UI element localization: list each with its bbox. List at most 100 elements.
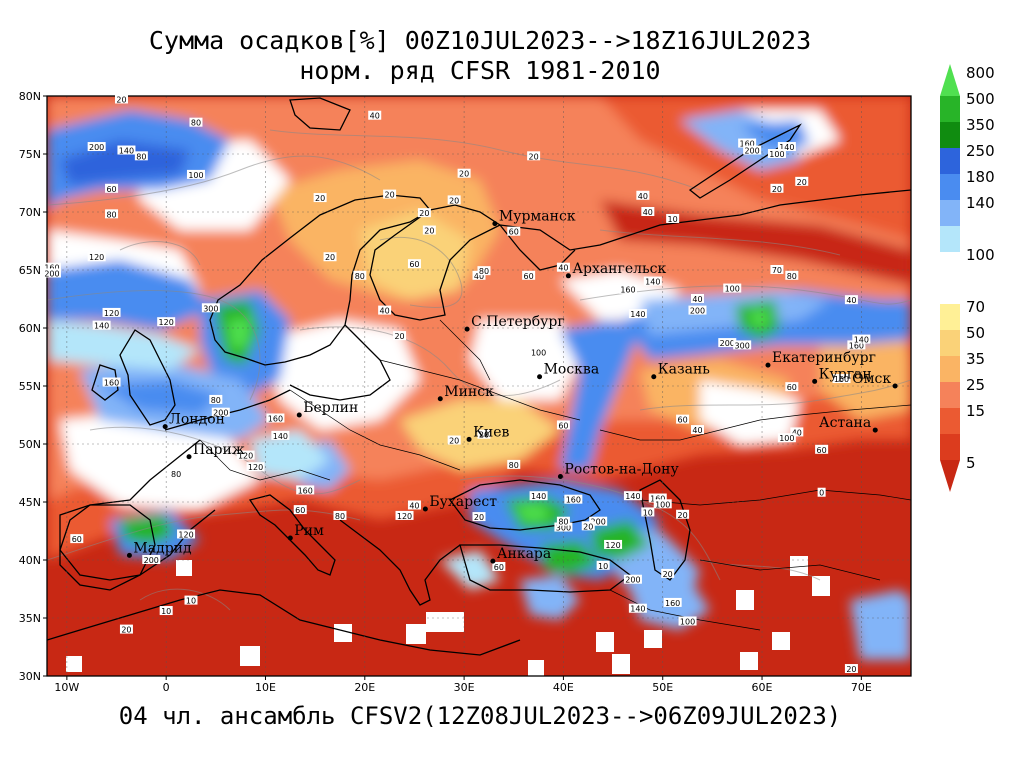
contour-label-bg bbox=[795, 176, 809, 186]
contour-label: 80 bbox=[136, 152, 146, 161]
contour-label-bg bbox=[623, 491, 642, 501]
colorbar-swatch bbox=[940, 200, 960, 226]
contour-label: 80 bbox=[787, 272, 797, 281]
contour-label: 100 bbox=[531, 348, 546, 357]
contour-label-bg bbox=[102, 307, 121, 317]
city-label: Астана bbox=[819, 415, 871, 431]
contour-label: 140 bbox=[779, 143, 794, 152]
lon-tick-label: 40E bbox=[553, 681, 574, 694]
colorbar-label: 800 bbox=[966, 64, 995, 82]
contour-label-bg bbox=[236, 450, 255, 460]
contour-label-bg bbox=[663, 597, 682, 607]
contour-label: 20 bbox=[677, 511, 687, 520]
contour-label-bg bbox=[666, 213, 680, 223]
contour-label: 160 bbox=[849, 341, 864, 350]
lon-tick-label: 60E bbox=[752, 681, 773, 694]
colorbar-swatch bbox=[940, 174, 960, 200]
contour-label: 100 bbox=[769, 150, 784, 159]
contour-label-bg bbox=[186, 169, 205, 179]
contour-label: 80 bbox=[106, 210, 116, 219]
colorbar-swatch bbox=[940, 148, 960, 174]
colorbar-swatch bbox=[940, 382, 960, 408]
contour-label-bg bbox=[844, 295, 858, 305]
contour-label: 120 bbox=[159, 318, 174, 327]
contour-label: 140 bbox=[273, 432, 288, 441]
contour-label-bg bbox=[393, 331, 407, 341]
contour-label: 20 bbox=[663, 570, 673, 579]
contour-label-bg bbox=[852, 334, 871, 344]
contour-label-bg bbox=[507, 226, 521, 236]
contour-label-bg bbox=[477, 429, 491, 439]
contour-label: 10 bbox=[598, 562, 608, 571]
city-label: С.Петербург bbox=[471, 314, 565, 330]
city-label: Омск bbox=[852, 371, 891, 387]
contour-label: 20 bbox=[116, 95, 126, 104]
contour-label-bg bbox=[271, 430, 290, 440]
contour-label-bg bbox=[117, 145, 136, 155]
contour-label-bg bbox=[661, 568, 675, 578]
colorbar-label: 500 bbox=[966, 90, 995, 108]
contour-label-bg bbox=[209, 394, 223, 404]
contour-label: 20 bbox=[394, 332, 404, 341]
contour-label-bg bbox=[589, 516, 608, 526]
contour-label-bg bbox=[407, 259, 421, 269]
contour-label-bg bbox=[676, 509, 690, 519]
contour-label: 80 bbox=[479, 267, 489, 276]
contour-label-bg bbox=[184, 595, 198, 605]
lat-tick-label: 40N bbox=[19, 554, 41, 567]
lat-tick-label: 65N bbox=[19, 264, 41, 277]
contour-label-bg bbox=[368, 110, 382, 120]
contour-label-bg bbox=[618, 284, 637, 294]
contour-label: 20 bbox=[121, 626, 131, 635]
city-dot bbox=[466, 436, 472, 442]
contour-label: 60 bbox=[494, 563, 504, 572]
contour-label-bg bbox=[581, 521, 595, 531]
contour-label-bg bbox=[733, 340, 752, 350]
contour-label: 140 bbox=[94, 322, 109, 331]
contour-label-bg bbox=[641, 507, 655, 517]
contour-label-bg bbox=[323, 252, 337, 262]
contour-label: 20 bbox=[449, 196, 459, 205]
contour-label-bg bbox=[70, 534, 84, 544]
colorbar-swatch bbox=[940, 304, 960, 330]
city-dot bbox=[492, 221, 498, 227]
city-dot bbox=[126, 552, 132, 558]
city-dot bbox=[892, 383, 898, 389]
contour-label-bg bbox=[767, 149, 786, 158]
contour-label-bg bbox=[177, 529, 196, 539]
contour-label: 40 bbox=[692, 426, 702, 435]
city-dot bbox=[464, 326, 470, 332]
contour-label: 160 bbox=[104, 379, 119, 388]
contour-label: 300 bbox=[203, 304, 218, 313]
contour-label-bg bbox=[817, 487, 826, 497]
contour-label-bg bbox=[447, 195, 461, 205]
contour-label-bg bbox=[42, 268, 61, 278]
contour-label-bg bbox=[407, 500, 421, 510]
contour-label: 40 bbox=[558, 264, 568, 273]
contour-label: 120 bbox=[397, 512, 412, 521]
contour-label-bg bbox=[688, 305, 707, 315]
colorbar-legend: 800 500 350 250 180 140 100 70 50 35 25 15 5 bbox=[940, 64, 995, 492]
title-line-2: норм. ряд CFSR 1981-2010 bbox=[299, 56, 661, 85]
city-dot bbox=[162, 424, 168, 430]
contour-label: 60 bbox=[524, 272, 534, 281]
city-dot bbox=[490, 558, 496, 564]
contour-label-bg bbox=[296, 485, 315, 495]
contour-label-bg bbox=[417, 208, 431, 218]
lat-tick-label: 55N bbox=[19, 380, 41, 393]
contour-label: 120 bbox=[104, 309, 119, 318]
contour-label-bg bbox=[522, 270, 536, 280]
contour-label: 40 bbox=[409, 501, 419, 510]
colorbar-arrow-up bbox=[940, 64, 960, 96]
city-label: Курган bbox=[819, 366, 872, 382]
city-label: Казань bbox=[658, 362, 710, 378]
contour-label: 140 bbox=[645, 278, 660, 287]
contour-label-bg bbox=[628, 309, 647, 319]
contour-label-bg bbox=[628, 603, 647, 613]
contour-label-bg bbox=[492, 561, 506, 571]
contour-label: 80 bbox=[191, 119, 201, 128]
contour-label: 100 bbox=[655, 500, 670, 509]
contour-label-bg bbox=[102, 377, 121, 387]
contour-label-bg bbox=[447, 435, 461, 445]
